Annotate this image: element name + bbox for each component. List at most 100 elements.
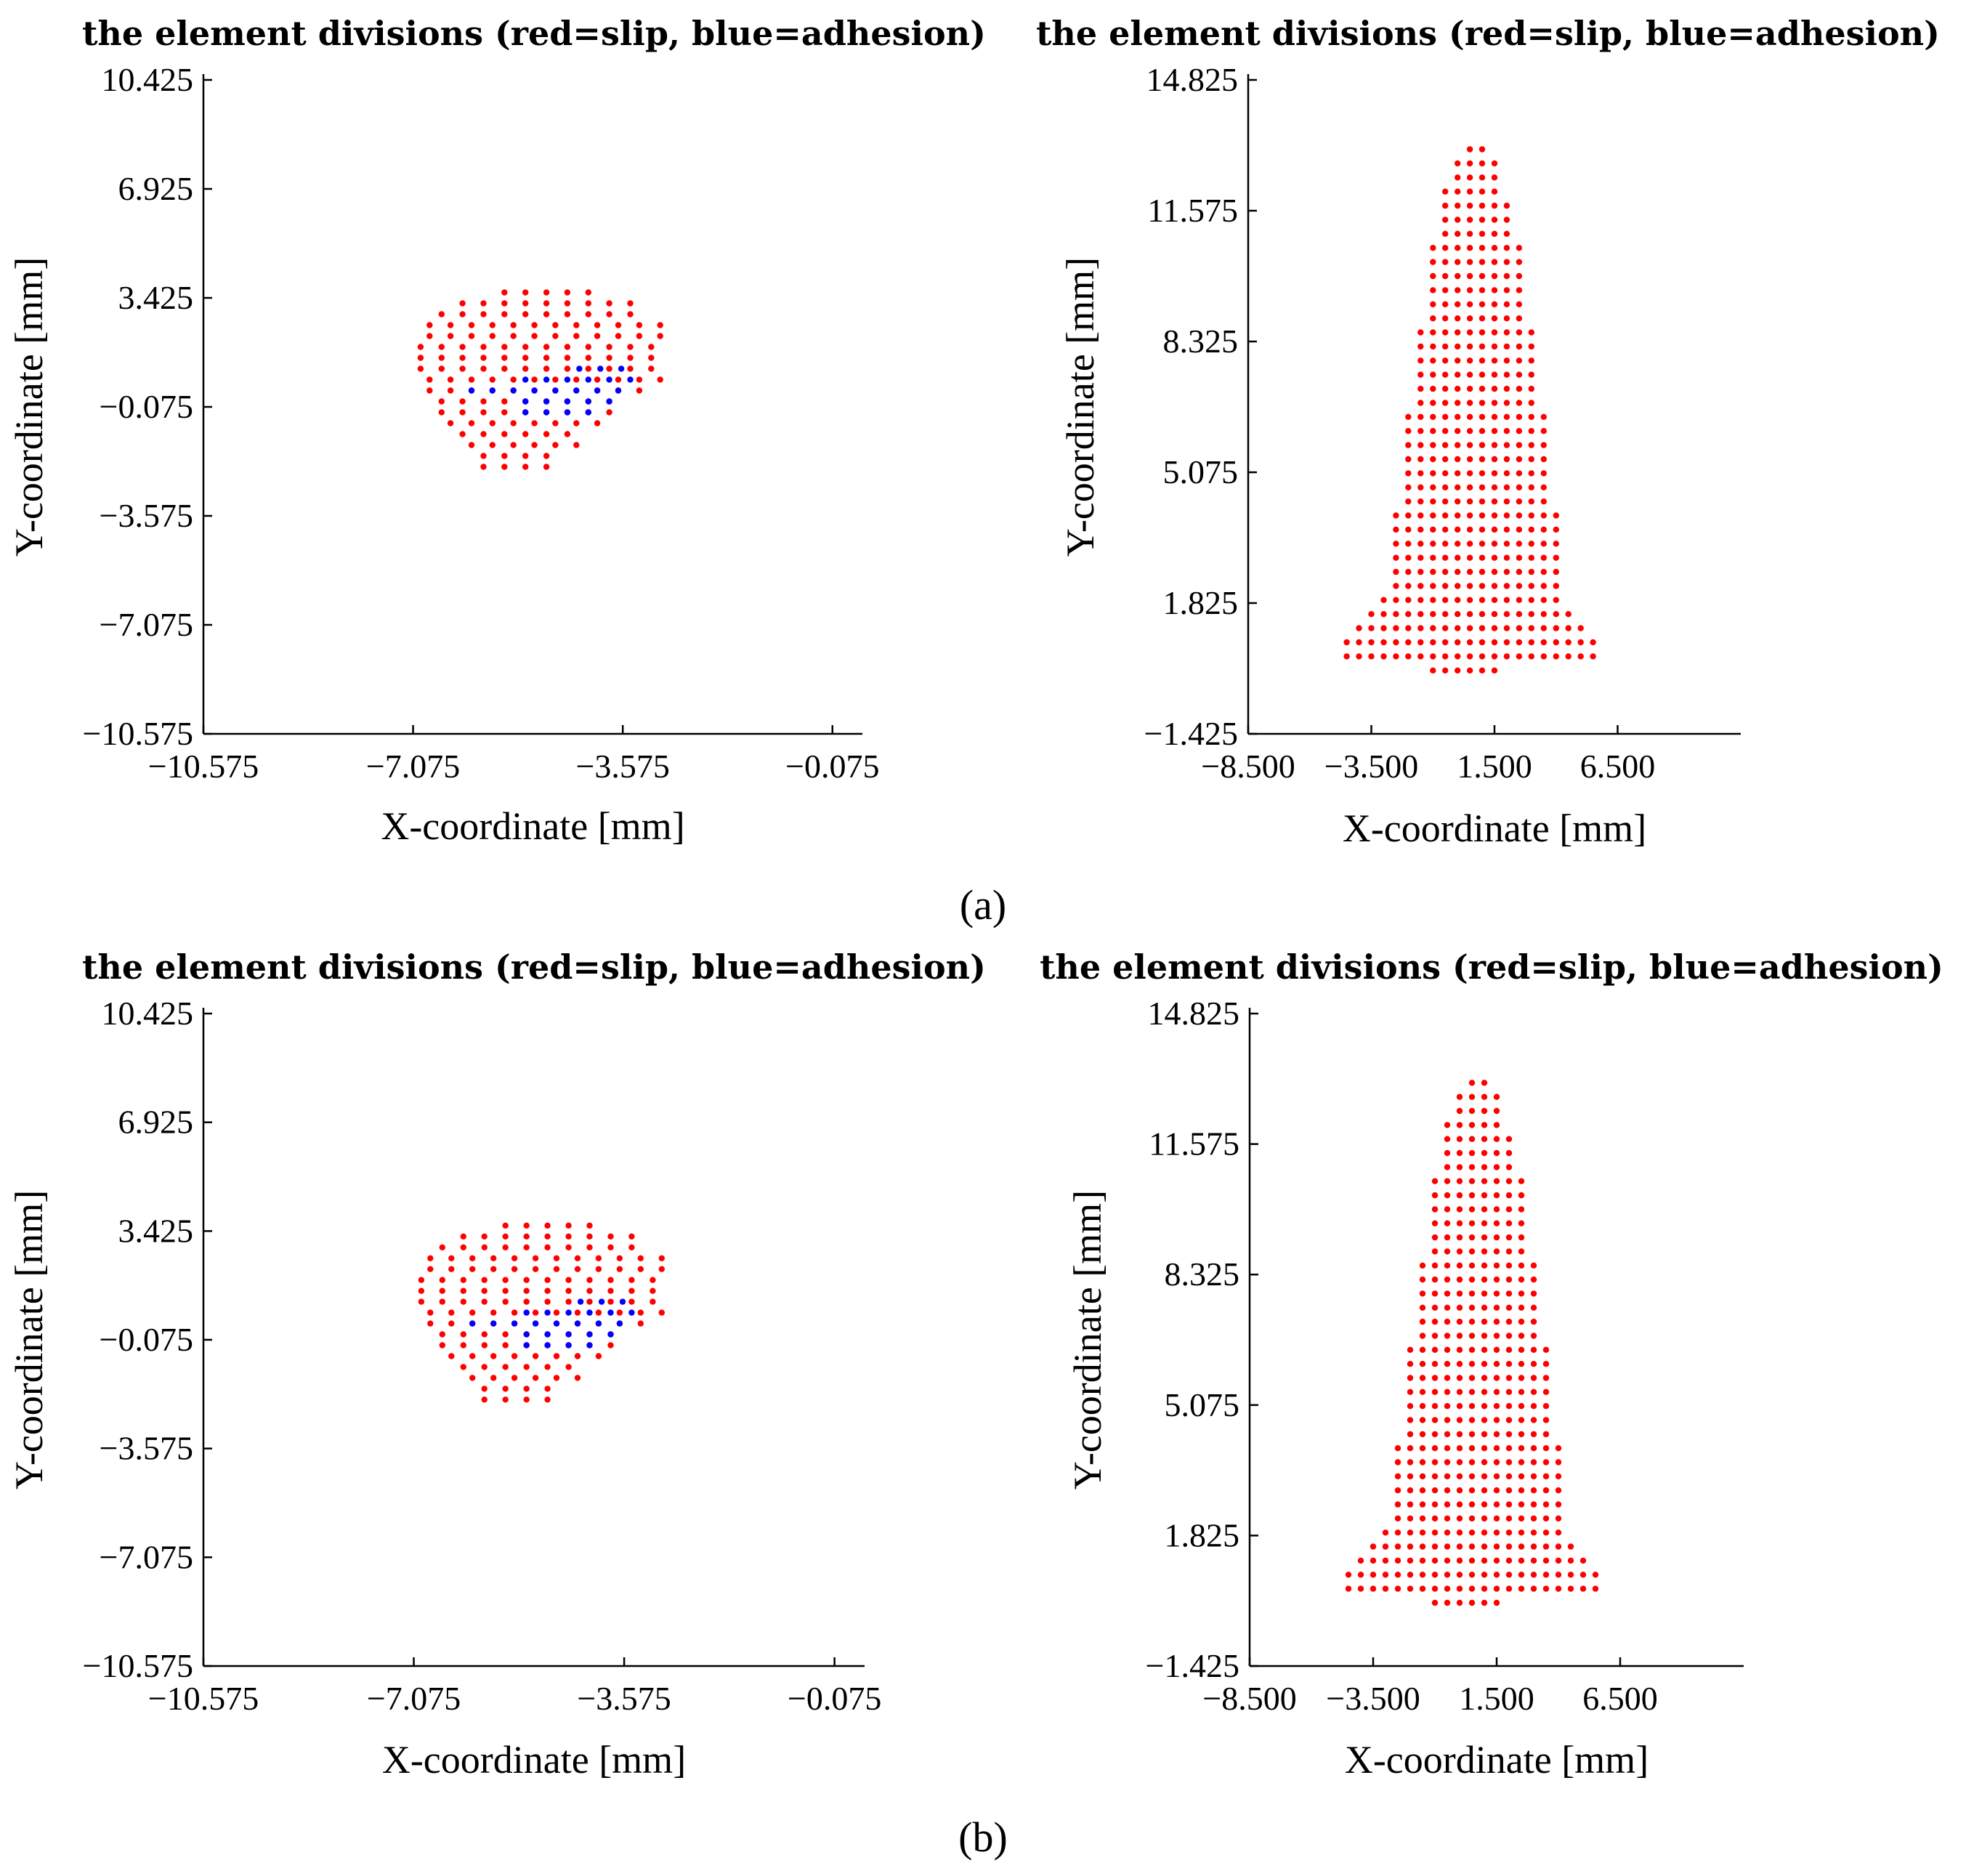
b-right-slip-point — [1555, 1501, 1562, 1508]
b-right-slip-point — [1468, 1206, 1476, 1213]
a-right-slip-point — [1393, 541, 1399, 547]
a-right-slip-point — [1455, 230, 1461, 237]
a-left-slip-point — [510, 420, 517, 426]
a-right-slip-point — [1478, 287, 1486, 294]
a-right-slip-point — [1455, 625, 1461, 631]
a-right-slip-point — [1491, 667, 1498, 674]
b-right-slip-point — [1431, 1346, 1439, 1354]
b-right-slip-point — [1468, 1543, 1476, 1550]
b-right-ytick-label: −1.425 — [1146, 1647, 1239, 1684]
a-left-slip-point — [468, 420, 475, 426]
b-left-slip-point — [481, 1342, 488, 1349]
b-right-slip-point — [1481, 1122, 1488, 1128]
b-right-slip-point — [1407, 1388, 1414, 1396]
a-right-slip-point — [1466, 541, 1473, 547]
a-right-slip-point — [1380, 625, 1387, 631]
b-right-slip-point — [1456, 1248, 1463, 1255]
a-right-slip-point — [1455, 568, 1461, 575]
b-right-slip-point — [1481, 1149, 1488, 1157]
a-left-slip-point — [636, 376, 643, 383]
b-right-slip-point — [1444, 1149, 1451, 1157]
a-left-slip-point — [564, 431, 571, 437]
b-left-slip-point — [523, 1386, 530, 1392]
a-right-slip-point — [1503, 625, 1510, 631]
a-right-slip-point — [1503, 568, 1510, 575]
b-right-slip-point — [1505, 1529, 1513, 1536]
a-right-slip-point — [1478, 301, 1486, 307]
b-right-slip-point — [1518, 1572, 1525, 1578]
b-left-slip-point — [523, 1233, 530, 1240]
a-right-slip-point — [1491, 329, 1498, 336]
a-left-slip-point — [585, 344, 591, 350]
b-left-slip-point — [490, 1309, 497, 1316]
b-left-slip-point — [502, 1386, 509, 1392]
a-right-slip-point — [1393, 653, 1399, 660]
b-left-slip-point — [637, 1266, 644, 1272]
b-right-slip-point — [1419, 1333, 1426, 1339]
b-right-slip-point — [1468, 1248, 1476, 1255]
b-right-slip-point — [1493, 1599, 1500, 1606]
a-right-slip-point — [1528, 554, 1534, 561]
a-right-slip-point — [1466, 639, 1473, 646]
a-left-slip-point — [564, 355, 571, 361]
b-right-slip-point — [1431, 1276, 1439, 1283]
a-left-slip-point — [426, 322, 433, 328]
a-right-slip-point — [1393, 512, 1399, 519]
b-left-slip-point — [502, 1298, 509, 1305]
b-right-slip-point — [1444, 1262, 1451, 1269]
b-right-slip-point — [1481, 1276, 1488, 1283]
b-left-slip-point — [448, 1320, 455, 1327]
b-left-slip-point — [628, 1298, 635, 1305]
a-right-slip-point — [1565, 639, 1571, 646]
b-left-slip-point — [427, 1255, 434, 1262]
a-left-slip-point — [636, 333, 643, 339]
a-left-slip-point — [501, 464, 508, 470]
a-left-slip-point — [543, 311, 550, 318]
a-right-slip-point — [1466, 597, 1473, 603]
b-right-slip-point — [1518, 1346, 1525, 1354]
a-right-slip-point — [1417, 329, 1424, 336]
b-right-slip-point — [1431, 1403, 1439, 1410]
a-right-slip-point — [1478, 653, 1486, 660]
a-right-slip-point — [1405, 413, 1412, 420]
a-right-slip-point — [1405, 526, 1412, 533]
a-left-slip-point — [531, 333, 538, 339]
a-left-slip-point — [447, 376, 454, 383]
b-right-slip-point — [1394, 1585, 1401, 1592]
a-right-slip-point — [1405, 583, 1412, 589]
a-right-slip-point — [1466, 343, 1473, 350]
a-right-slip-point — [1491, 287, 1498, 294]
a-right-slip-point — [1430, 611, 1436, 618]
a-left-slip-point — [468, 376, 475, 383]
a-right-slip-point — [1430, 554, 1436, 561]
a-right-slip-point — [1540, 554, 1547, 561]
a-right-slip-point — [1516, 442, 1523, 448]
a-right-slip-point — [1478, 456, 1486, 463]
b-right-slip-point — [1456, 1192, 1463, 1199]
a-left-adhesion-point — [594, 387, 601, 394]
b-right-slip-point — [1444, 1290, 1451, 1297]
a-left-adhesion-point — [627, 376, 634, 383]
a-left-adhesion-point — [522, 398, 529, 405]
b-right-slip-point — [1481, 1445, 1488, 1452]
b-right-slip-point — [1505, 1192, 1513, 1199]
b-right-slip-point — [1493, 1290, 1500, 1297]
b-right-slip-point — [1431, 1473, 1439, 1480]
a-left-slip-point — [426, 387, 433, 394]
b-right-slip-point — [1419, 1445, 1426, 1452]
a-right-slip-point — [1466, 667, 1473, 674]
a-right-slip-point — [1516, 484, 1523, 490]
a-left-slip-point — [501, 398, 508, 405]
b-right-slip-point — [1518, 1585, 1525, 1592]
a-right-slip-point — [1368, 611, 1375, 618]
b-right-slip-point — [1444, 1206, 1451, 1213]
b-right-slip-point — [1493, 1346, 1500, 1354]
a-right-slip-point — [1528, 329, 1534, 336]
a-left-slip-point — [501, 344, 508, 350]
a-left-slip-point — [501, 311, 508, 318]
a-right-slip-point — [1380, 653, 1387, 660]
b-left-slip-point — [460, 1244, 466, 1251]
a-left-slip-point — [543, 289, 550, 296]
b-right-slip-point — [1468, 1122, 1476, 1128]
a-right-slip-point — [1417, 456, 1424, 463]
